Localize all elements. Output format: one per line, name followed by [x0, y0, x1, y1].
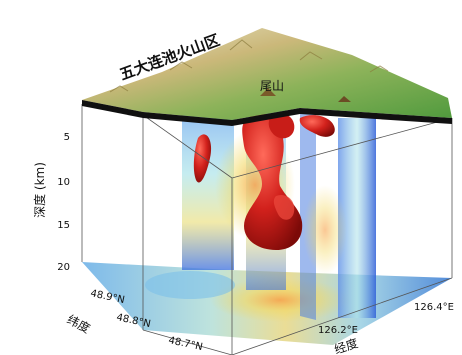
lon-tick: 126.4°E — [414, 302, 454, 313]
lon-tick: 126.2°E — [318, 325, 358, 336]
lat-tick: 48.7°N — [167, 335, 203, 353]
magma-body — [193, 113, 335, 250]
terrain-surface — [82, 28, 452, 126]
depth-tick: 5 — [64, 132, 70, 143]
depth-tick: 20 — [57, 262, 70, 273]
depth-axis-label: 深度 (km) — [32, 162, 47, 218]
lat-axis-label: 纬度 — [65, 311, 93, 336]
box-frame — [81, 103, 453, 355]
depth-tick: 10 — [57, 177, 70, 188]
peak-label: 尾山 — [260, 79, 284, 93]
depth-tick: 15 — [57, 220, 70, 231]
